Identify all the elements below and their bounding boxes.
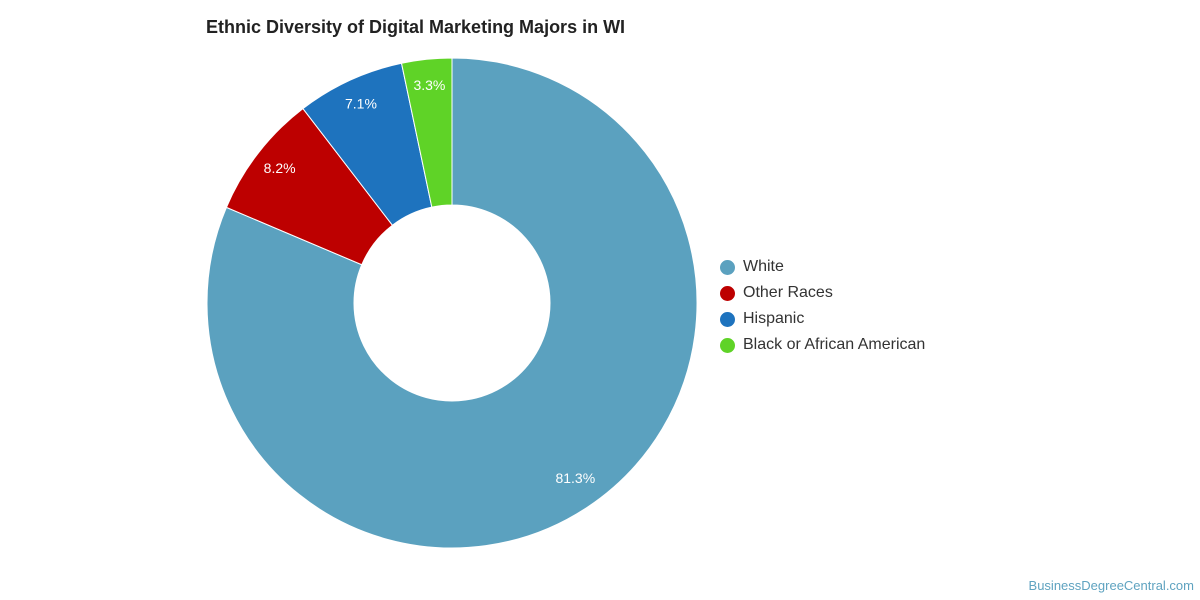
chart-title: Ethnic Diversity of Digital Marketing Ma…: [206, 17, 626, 37]
footer-credit[interactable]: BusinessDegreeCentral.com: [1028, 578, 1194, 593]
legend-label: Black or African American: [743, 336, 926, 353]
legend-item-black-or-african-american[interactable]: Black or African American: [720, 332, 925, 358]
slice-black-or-african-american[interactable]: [400, 57, 453, 208]
data-label-other-races: 8.2%: [264, 160, 296, 176]
data-label-black-or-african-american: 3.3%: [413, 77, 445, 93]
legend-item-hispanic[interactable]: Hispanic: [720, 306, 925, 332]
chart-legend: White Other Races Hispanic Black or African…: [720, 254, 925, 358]
legend-label: Other Races: [743, 284, 833, 301]
legend-swatch: [720, 285, 735, 301]
slice-white[interactable]: [206, 57, 698, 549]
legend-item-other-races[interactable]: Other Races: [720, 280, 925, 306]
legend-swatch: [720, 259, 735, 275]
legend-label: White: [743, 258, 784, 275]
legend-swatch: [720, 337, 735, 353]
legend-item-white[interactable]: White: [720, 254, 925, 280]
legend-swatch: [720, 311, 735, 327]
data-label-hispanic: 7.1%: [345, 96, 377, 112]
legend-label: Hispanic: [743, 310, 805, 327]
data-label-white: 81.3%: [555, 470, 595, 486]
